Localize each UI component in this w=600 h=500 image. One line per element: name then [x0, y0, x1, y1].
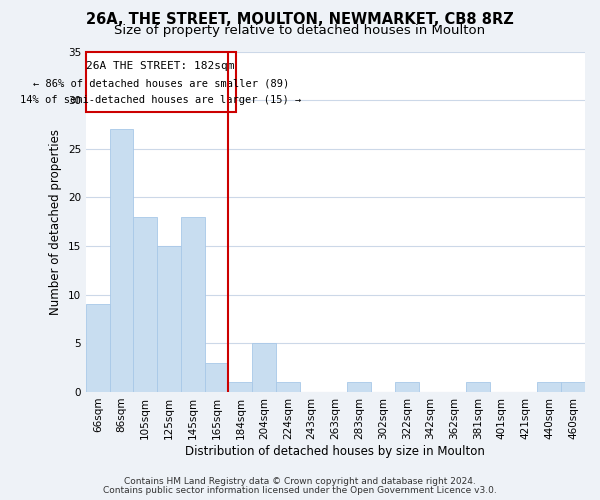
Bar: [395, 382, 419, 392]
Bar: [133, 217, 157, 392]
Bar: [229, 382, 252, 392]
Bar: [205, 363, 229, 392]
X-axis label: Distribution of detached houses by size in Moulton: Distribution of detached houses by size …: [185, 444, 485, 458]
Bar: [276, 382, 300, 392]
Text: 26A THE STREET: 182sqm: 26A THE STREET: 182sqm: [86, 61, 235, 71]
Y-axis label: Number of detached properties: Number of detached properties: [49, 128, 62, 314]
Bar: [538, 382, 561, 392]
FancyBboxPatch shape: [86, 52, 236, 112]
Text: Size of property relative to detached houses in Moulton: Size of property relative to detached ho…: [115, 24, 485, 37]
Text: Contains public sector information licensed under the Open Government Licence v3: Contains public sector information licen…: [103, 486, 497, 495]
Text: Contains HM Land Registry data © Crown copyright and database right 2024.: Contains HM Land Registry data © Crown c…: [124, 477, 476, 486]
Text: ← 86% of detached houses are smaller (89): ← 86% of detached houses are smaller (89…: [32, 78, 289, 88]
Bar: [561, 382, 585, 392]
Text: 14% of semi-detached houses are larger (15) →: 14% of semi-detached houses are larger (…: [20, 95, 301, 105]
Text: 26A, THE STREET, MOULTON, NEWMARKET, CB8 8RZ: 26A, THE STREET, MOULTON, NEWMARKET, CB8…: [86, 12, 514, 28]
Bar: [157, 246, 181, 392]
Bar: [110, 130, 133, 392]
Bar: [86, 304, 110, 392]
Bar: [181, 217, 205, 392]
Bar: [466, 382, 490, 392]
Bar: [347, 382, 371, 392]
Bar: [252, 344, 276, 392]
